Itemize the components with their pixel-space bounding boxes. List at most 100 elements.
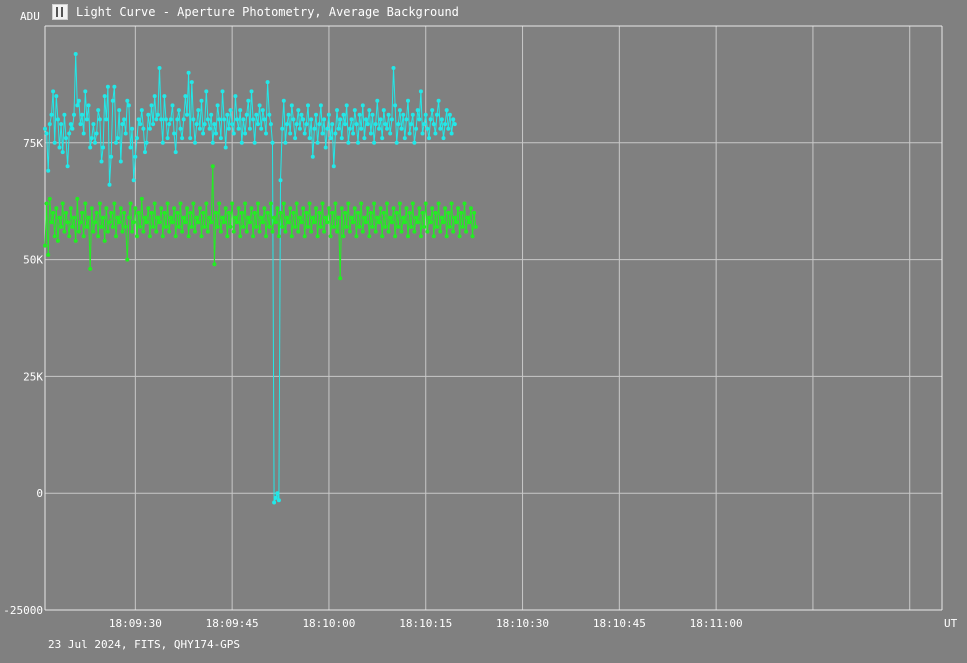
data-point bbox=[459, 210, 464, 215]
data-point bbox=[78, 220, 83, 225]
data-point bbox=[165, 201, 170, 206]
series-line bbox=[44, 166, 477, 279]
data-point bbox=[467, 220, 472, 225]
data-point bbox=[188, 210, 193, 215]
data-point bbox=[139, 196, 144, 201]
data-point bbox=[330, 210, 335, 215]
data-point bbox=[83, 201, 88, 206]
data-point bbox=[396, 122, 401, 127]
data-point bbox=[268, 122, 273, 127]
data-point bbox=[331, 224, 336, 229]
data-point bbox=[452, 122, 457, 127]
data-point bbox=[357, 112, 362, 117]
data-point bbox=[460, 224, 465, 229]
data-point bbox=[312, 220, 317, 225]
data-point bbox=[99, 159, 104, 164]
data-point bbox=[231, 131, 236, 136]
y-tick-label: 50K bbox=[23, 254, 43, 267]
data-point bbox=[325, 220, 330, 225]
data-point bbox=[386, 112, 391, 117]
data-point bbox=[336, 126, 341, 131]
x-axis-ticks: 18:09:30 18:09:45 18:10:00 18:10:15 18:10:30… bbox=[109, 617, 743, 630]
data-point bbox=[88, 145, 93, 150]
data-point bbox=[217, 201, 222, 206]
data-point bbox=[97, 117, 102, 122]
data-point bbox=[155, 112, 160, 117]
data-point bbox=[373, 229, 378, 234]
data-point bbox=[86, 103, 91, 108]
data-point bbox=[101, 215, 106, 220]
data-point bbox=[330, 122, 335, 127]
data-point bbox=[205, 229, 210, 234]
data-point bbox=[152, 94, 157, 99]
data-point bbox=[260, 220, 265, 225]
data-point bbox=[49, 112, 54, 117]
data-point bbox=[72, 112, 76, 117]
data-point bbox=[399, 126, 404, 131]
data-point bbox=[349, 117, 354, 122]
data-point bbox=[46, 252, 51, 257]
data-point bbox=[372, 140, 377, 145]
data-point bbox=[449, 201, 454, 206]
data-point bbox=[244, 112, 249, 117]
data-point bbox=[135, 136, 139, 141]
data-point bbox=[388, 215, 393, 220]
data-point bbox=[180, 136, 185, 141]
data-point bbox=[183, 220, 188, 225]
data-point bbox=[186, 234, 191, 239]
data-point bbox=[286, 220, 291, 225]
data-point bbox=[155, 215, 160, 220]
data-point bbox=[160, 140, 165, 145]
data-point bbox=[320, 131, 325, 136]
data-point bbox=[176, 108, 181, 113]
x-tick-label: 18:10:15 bbox=[399, 617, 452, 630]
data-point bbox=[273, 220, 278, 225]
data-point bbox=[147, 126, 152, 131]
data-point bbox=[81, 131, 86, 136]
data-point bbox=[52, 234, 57, 239]
data-point bbox=[152, 201, 157, 206]
data-point bbox=[397, 108, 402, 113]
data-point bbox=[438, 126, 443, 131]
data-point bbox=[222, 220, 227, 225]
data-point bbox=[54, 206, 59, 211]
data-point bbox=[199, 234, 204, 239]
data-point bbox=[202, 224, 207, 229]
data-point bbox=[375, 215, 380, 220]
data-point bbox=[104, 117, 109, 122]
data-point bbox=[367, 108, 372, 113]
data-point bbox=[191, 201, 196, 206]
data-point bbox=[243, 131, 248, 136]
data-point bbox=[172, 206, 177, 211]
data-point bbox=[159, 117, 164, 122]
data-point bbox=[438, 229, 443, 234]
data-point bbox=[401, 112, 406, 117]
data-point bbox=[356, 210, 360, 215]
data-point bbox=[226, 210, 231, 215]
data-point bbox=[114, 234, 118, 239]
data-point bbox=[236, 126, 241, 131]
data-point bbox=[228, 224, 233, 229]
data-point bbox=[341, 234, 346, 239]
data-point bbox=[91, 122, 96, 127]
light-curve-app-icon[interactable] bbox=[52, 4, 68, 20]
data-point bbox=[412, 140, 417, 145]
data-point bbox=[176, 224, 181, 229]
data-point bbox=[168, 117, 173, 122]
data-point bbox=[123, 224, 128, 229]
data-point bbox=[246, 215, 251, 220]
data-point bbox=[115, 215, 120, 220]
data-point bbox=[299, 112, 304, 117]
data-point bbox=[167, 122, 172, 127]
data-point bbox=[283, 140, 288, 145]
data-point bbox=[80, 210, 85, 215]
data-point bbox=[196, 108, 201, 113]
data-point bbox=[275, 491, 280, 496]
data-point bbox=[131, 220, 136, 225]
data-point bbox=[404, 117, 409, 122]
data-point bbox=[199, 98, 204, 103]
data-point bbox=[164, 224, 168, 229]
data-point bbox=[456, 206, 460, 211]
data-point bbox=[293, 136, 298, 141]
data-point bbox=[370, 112, 375, 117]
